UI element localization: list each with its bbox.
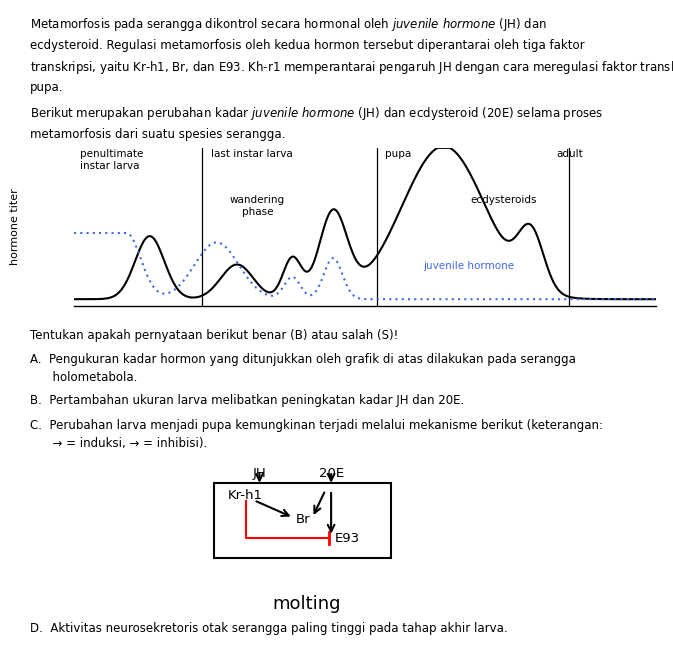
Text: pupa: pupa	[386, 149, 412, 160]
Text: E93: E93	[335, 532, 360, 545]
Text: juvenile hormone: juvenile hormone	[423, 261, 514, 271]
Text: Metamorfosis pada serangga dikontrol secara hormonal oleh $\it{juvenile\ hormone: Metamorfosis pada serangga dikontrol sec…	[30, 16, 673, 94]
Text: Br: Br	[295, 512, 310, 526]
Text: penultimate
instar larva: penultimate instar larva	[80, 149, 143, 171]
Text: Tentukan apakah pernyataan berikut benar (B) atau salah (S)!: Tentukan apakah pernyataan berikut benar…	[30, 328, 398, 342]
Text: wandering
phase: wandering phase	[230, 195, 285, 217]
Text: hormone titer: hormone titer	[10, 189, 20, 265]
Text: D.  Aktivitas neurosekretoris otak serangga paling tinggi pada tahap akhir larva: D. Aktivitas neurosekretoris otak serang…	[30, 622, 508, 635]
Text: A.  Pengukuran kadar hormon yang ditunjukkan oleh grafik di atas dilakukan pada : A. Pengukuran kadar hormon yang ditunjuk…	[30, 353, 576, 384]
Text: C.  Perubahan larva menjadi pupa kemungkinan terjadi melalui mekanisme berikut (: C. Perubahan larva menjadi pupa kemungki…	[30, 419, 603, 450]
Text: ecdysteroids: ecdysteroids	[470, 195, 536, 205]
Text: B.  Pertambahan ukuran larva melibatkan peningkatan kadar JH dan 20E.: B. Pertambahan ukuran larva melibatkan p…	[30, 394, 464, 407]
Text: Berikut merupakan perubahan kadar $\it{juvenile\ hormone}$ (JH) dan ecdysteroid : Berikut merupakan perubahan kadar $\it{j…	[30, 105, 604, 141]
Text: molting: molting	[272, 595, 341, 613]
Text: last instar larva: last instar larva	[211, 149, 293, 160]
Text: Kr-h1: Kr-h1	[227, 489, 262, 503]
Bar	[214, 483, 392, 558]
Text: adult: adult	[557, 149, 583, 160]
Text: 20E: 20E	[318, 466, 344, 480]
Text: JH: JH	[252, 466, 267, 480]
